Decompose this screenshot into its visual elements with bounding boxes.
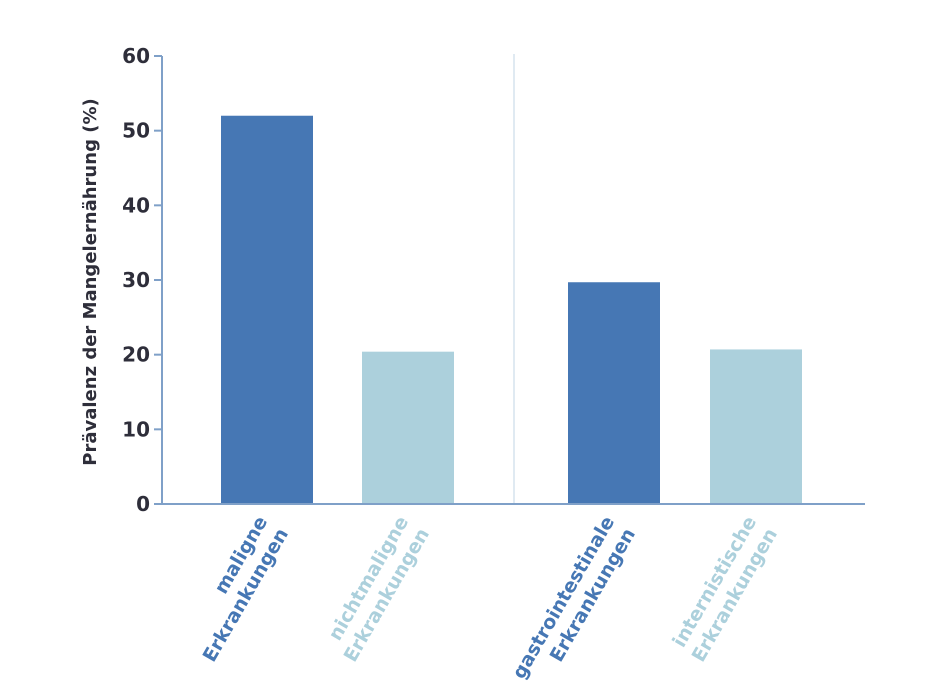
y-axis: 0 10 20 30 40 50 60: [122, 44, 163, 516]
y-tick-label: 60: [122, 44, 150, 68]
y-tick-label: 40: [122, 193, 150, 217]
y-tick-label: 0: [136, 492, 150, 516]
bars-group: [221, 115, 802, 504]
bar-nichtmaligne: [362, 351, 454, 504]
y-tick-label: 20: [122, 343, 150, 367]
bar-gastrointestinale: [568, 282, 660, 504]
y-tick-label: 50: [122, 119, 150, 143]
y-tick-label: 30: [122, 268, 150, 292]
bar-maligne: [221, 115, 313, 504]
y-axis-title: Prävalenz der Mangelernährung (%): [80, 98, 101, 465]
y-tick-label: 10: [122, 417, 150, 441]
bar-internistische: [710, 349, 802, 504]
